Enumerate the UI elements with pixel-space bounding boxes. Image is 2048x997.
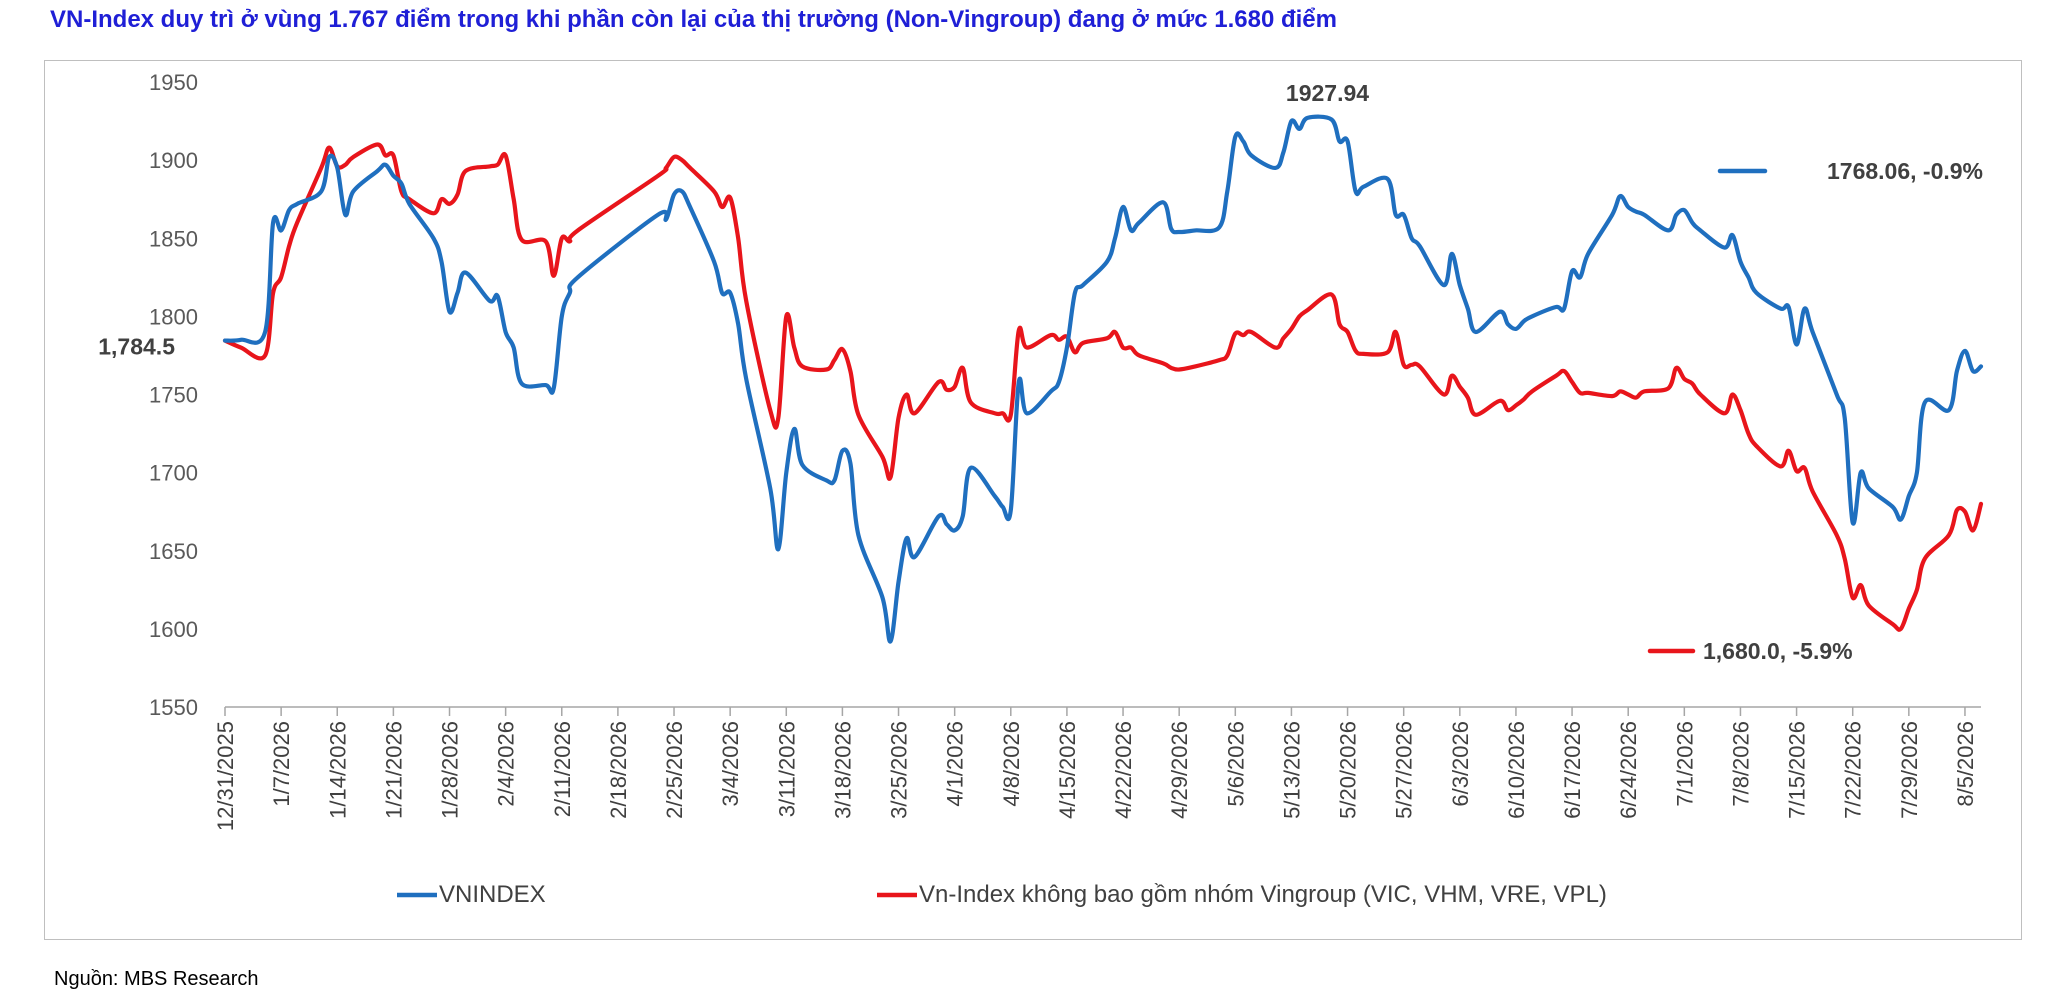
x-tick-label: 3/25/2026 xyxy=(887,721,912,819)
x-tick-label: 7/15/2026 xyxy=(1785,721,1810,819)
y-tick-label: 1750 xyxy=(149,383,198,408)
line-chart: 1550 1600 1650 1700 1750 1800 1850 1900 1950 12/3… xyxy=(98,70,1984,908)
y-tick-label: 1650 xyxy=(149,539,198,564)
x-tick-label: 4/22/2026 xyxy=(1111,721,1136,819)
x-tick-label: 5/27/2026 xyxy=(1392,721,1417,819)
y-tick-label: 1600 xyxy=(149,617,198,642)
x-tick-label: 6/24/2026 xyxy=(1616,721,1641,819)
chart-frame: 1550 1600 1650 1700 1750 1800 1850 1900 1950 12/3… xyxy=(44,60,2022,940)
x-tick-label: 1/14/2026 xyxy=(325,721,350,819)
y-tick-label: 1850 xyxy=(149,226,198,251)
x-tick-label: 1/28/2026 xyxy=(438,721,463,819)
y-tick-label: 1800 xyxy=(149,304,198,329)
x-tick-label: 3/11/2026 xyxy=(774,721,799,817)
x-tick-label: 6/3/2026 xyxy=(1448,721,1473,807)
y-tick-label: 1900 xyxy=(149,148,198,173)
x-tick-label: 3/18/2026 xyxy=(830,721,855,819)
x-tick-label: 2/4/2026 xyxy=(494,721,519,807)
start-value-label: 1,784.5 xyxy=(98,334,175,360)
source-note: Nguồn: MBS Research xyxy=(54,968,259,990)
x-tick-label: 4/8/2026 xyxy=(999,721,1024,807)
x-tick-label: 1/21/2026 xyxy=(381,721,406,819)
x-tick-label: 4/29/2026 xyxy=(1167,721,1192,819)
x-tick-label: 7/22/2026 xyxy=(1841,721,1866,819)
x-tick-label: 5/6/2026 xyxy=(1223,721,1248,807)
x-tick-label: 2/18/2026 xyxy=(606,721,631,819)
non-vingroup-end-label: 1,680.0, -5.9% xyxy=(1703,638,1853,664)
x-tick-label: 8/5/2026 xyxy=(1953,721,1978,807)
x-tick-label: 7/29/2026 xyxy=(1897,721,1922,819)
legend-label-vnindex: VNINDEX xyxy=(439,881,546,908)
x-tick-label: 3/4/2026 xyxy=(718,721,743,807)
vnindex-end-label: 1768.06, -0.9% xyxy=(1827,158,1983,184)
y-tick-label: 1950 xyxy=(149,70,198,95)
x-tick-label: 5/13/2026 xyxy=(1279,721,1304,819)
x-tick-label: 5/20/2026 xyxy=(1336,721,1361,819)
x-tick-label: 6/10/2026 xyxy=(1504,721,1529,819)
x-tick-label: 6/17/2026 xyxy=(1560,721,1585,819)
x-tick-label: 1/7/2026 xyxy=(269,721,294,807)
peak-value-label: 1927.94 xyxy=(1286,80,1369,106)
legend-label-non-vingroup: Vn-Index không bao gồm nhóm Vingroup (VI… xyxy=(919,881,1607,908)
x-tick-label: 4/15/2026 xyxy=(1055,721,1080,819)
x-tick-label: 7/1/2026 xyxy=(1672,721,1697,807)
series-line-non-vingroup xyxy=(222,142,1984,632)
x-tick-label: 2/11/2026 xyxy=(550,721,575,817)
x-tick-label: 7/8/2026 xyxy=(1728,721,1753,807)
y-tick-label: 1700 xyxy=(149,461,198,486)
y-tick-label: 1550 xyxy=(149,695,198,720)
x-tick-label: 4/1/2026 xyxy=(943,721,968,807)
series-line-vnindex xyxy=(222,114,1984,644)
x-tick-label: 12/31/2025 xyxy=(213,721,238,831)
x-tick-label: 2/25/2026 xyxy=(662,721,687,819)
chart-title: VN-Index duy trì ở vùng 1.767 điểm trong… xyxy=(50,6,1337,33)
